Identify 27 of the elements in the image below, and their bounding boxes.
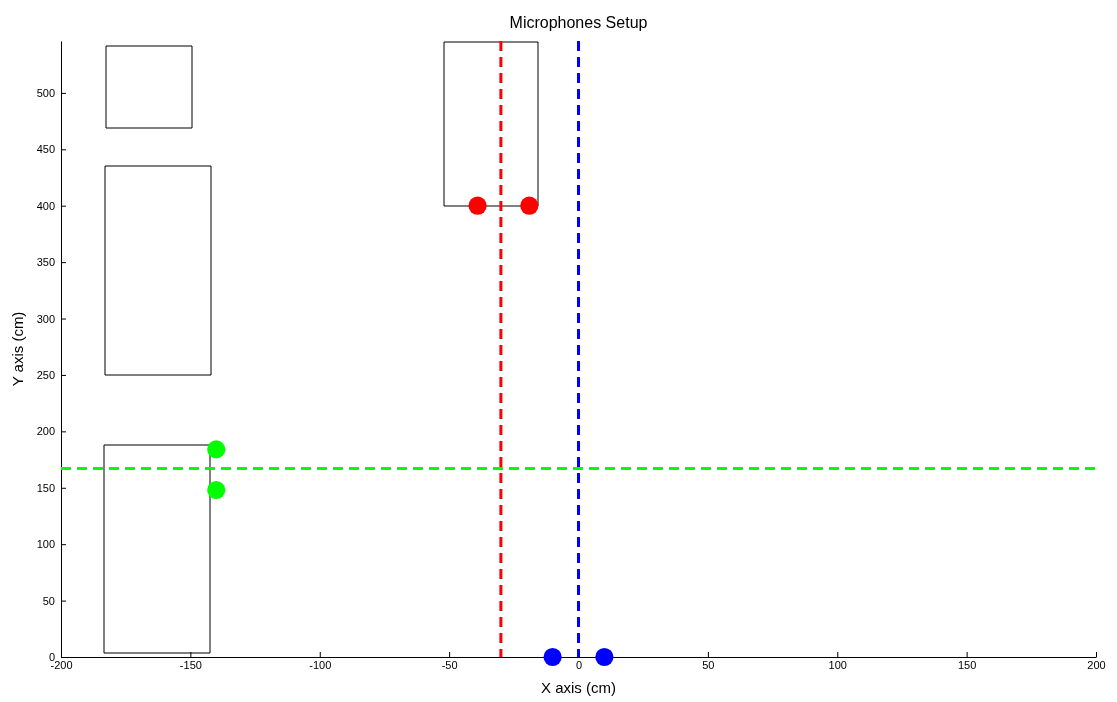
y-tick-label: 50 — [42, 594, 55, 607]
point — [543, 647, 562, 667]
point — [520, 196, 539, 215]
y-tick-label: 200 — [36, 425, 55, 438]
y-tick-label: 500 — [36, 86, 55, 99]
y-tick-label: 450 — [36, 143, 55, 156]
x-tick-label: -100 — [309, 658, 332, 671]
x-tick-label: 100 — [828, 658, 847, 671]
y-tick-label: 300 — [36, 312, 55, 325]
point — [207, 440, 226, 459]
y-tick-label: 350 — [36, 256, 55, 269]
x-tick-label: -150 — [179, 658, 202, 671]
point — [207, 480, 226, 500]
y-tick-label: 100 — [36, 538, 55, 551]
x-tick-label: 150 — [957, 658, 977, 671]
x-tick-label: 50 — [702, 658, 715, 671]
x-tick-label: 200 — [1087, 658, 1106, 671]
x-tick-label: -50 — [441, 658, 458, 671]
y-tick-label: 250 — [36, 368, 55, 381]
x-tick-label: 0 — [575, 658, 583, 671]
y-axis-title: Y axis (cm) — [9, 311, 26, 387]
x-axis-title: X axis (cm) — [541, 679, 616, 696]
point — [468, 196, 487, 215]
y-tick-label: 150 — [36, 481, 55, 494]
y-tick-label: 400 — [36, 199, 55, 212]
point — [595, 647, 614, 667]
chart-title: Microphones Setup — [509, 14, 648, 31]
